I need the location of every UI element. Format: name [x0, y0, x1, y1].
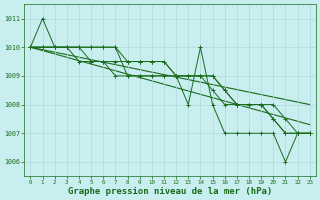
X-axis label: Graphe pression niveau de la mer (hPa): Graphe pression niveau de la mer (hPa) [68, 187, 272, 196]
